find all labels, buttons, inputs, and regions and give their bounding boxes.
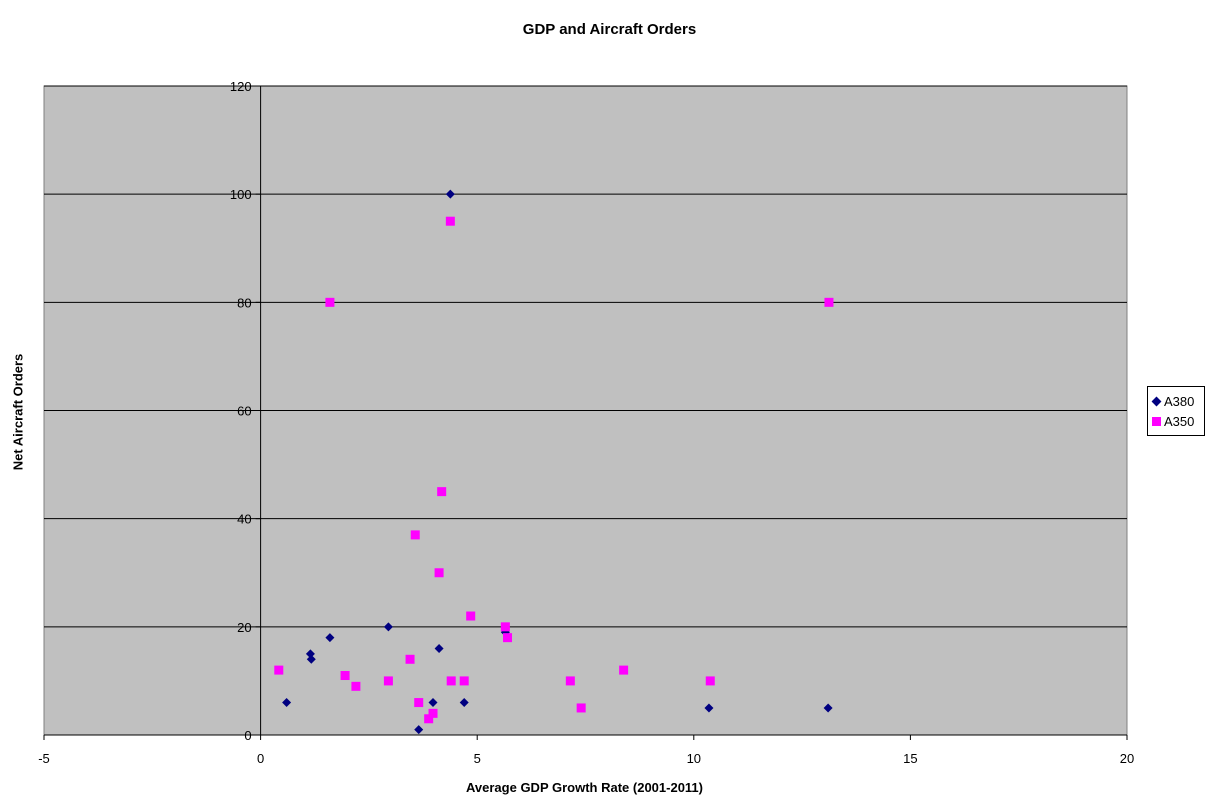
y-tick-label: 20 <box>237 620 251 635</box>
x-axis-label: Average GDP Growth Rate (2001-2011) <box>466 780 703 795</box>
a350-point <box>503 633 513 643</box>
a350-point <box>434 568 444 578</box>
y-tick-label: 60 <box>237 404 251 419</box>
y-tick-label: 100 <box>230 187 252 202</box>
a350-point <box>565 676 575 686</box>
x-tick-label: 0 <box>257 751 264 766</box>
tick-labels: 0 20 40 60 80 100 120 -5 0 5 10 15 20 <box>38 79 1134 766</box>
a380-point <box>306 654 316 664</box>
x-tick-label: 15 <box>903 751 917 766</box>
x-tick-label: 20 <box>1120 751 1134 766</box>
axes <box>43 85 1128 740</box>
a380-point <box>459 698 469 708</box>
y-tick-label: 120 <box>230 79 252 94</box>
a350-point <box>459 676 469 686</box>
diamond-marker-icon <box>1151 396 1162 406</box>
a350-point <box>424 714 434 724</box>
data-points <box>274 189 834 735</box>
a350-point <box>437 487 447 497</box>
legend: A380 A350 <box>1147 386 1205 436</box>
y-tick-label: 0 <box>244 728 251 743</box>
a350-point <box>410 530 420 540</box>
x-tick-label: 5 <box>474 751 481 766</box>
a350-point <box>414 698 424 708</box>
a350-point <box>619 665 629 675</box>
a380-point <box>325 633 335 643</box>
x-tick-label: 10 <box>687 751 701 766</box>
a350-point <box>325 297 335 307</box>
y-tick-label: 80 <box>237 295 251 310</box>
x-tick-label: -5 <box>38 751 50 766</box>
legend-label-a380: A380 <box>1164 393 1195 409</box>
a350-point <box>340 671 350 681</box>
a350-point <box>428 708 438 718</box>
a380-point <box>823 703 833 713</box>
a350-point <box>466 611 476 621</box>
a350-point <box>445 216 455 226</box>
a380-point <box>445 189 455 199</box>
a380-point <box>414 725 424 735</box>
y-axis-label: Net Aircraft Orders <box>10 353 26 471</box>
square-marker-icon <box>1152 416 1161 426</box>
a350-point <box>383 676 393 686</box>
a380-point <box>704 703 714 713</box>
gridlines <box>44 85 1127 628</box>
legend-item-a350: A350 <box>1152 411 1204 431</box>
a350-point <box>500 622 510 632</box>
a380-point <box>434 643 444 653</box>
a380-point <box>428 698 438 708</box>
a380-point <box>305 649 315 659</box>
a350-point <box>824 297 834 307</box>
a350-point <box>446 676 456 686</box>
a350-point <box>351 681 361 691</box>
a380-point <box>383 622 393 632</box>
chart-title: GDP and Aircraft Orders <box>522 21 697 38</box>
legend-label-a350: A350 <box>1164 413 1195 429</box>
a350-point <box>405 654 415 664</box>
y-tick-label: 40 <box>237 512 251 527</box>
a350-point <box>705 676 715 686</box>
legend-item-a380: A380 <box>1151 391 1204 411</box>
a350-point <box>274 665 284 675</box>
a350-point <box>576 703 586 713</box>
a380-point <box>282 698 292 708</box>
